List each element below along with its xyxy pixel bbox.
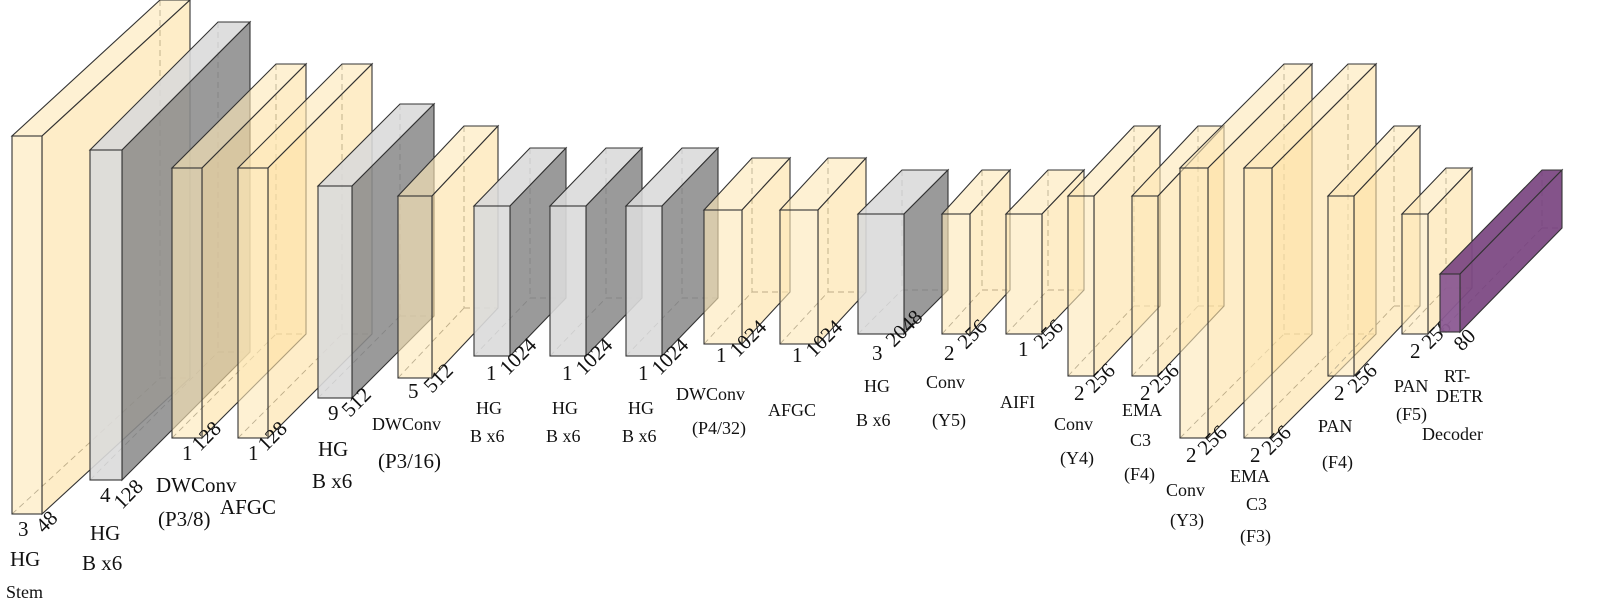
block-front-face (1131, 195, 1159, 377)
block-label: DWConv (156, 473, 237, 497)
block-front-face (237, 167, 269, 439)
block-label: C3 (1130, 430, 1151, 450)
block-channel-count: 1 (486, 361, 497, 385)
block-channel-count: 1 (716, 343, 727, 367)
block-label: AFGC (220, 495, 276, 519)
block-channel-count: 1 (248, 441, 259, 465)
block-label: Conv (1054, 414, 1093, 434)
block-label: HG (476, 398, 502, 418)
block-front-face (397, 195, 433, 379)
block-front-face (779, 209, 819, 345)
block-label: Decoder (1422, 424, 1483, 444)
block-channel-count: 9 (328, 401, 339, 425)
block-front-face (703, 209, 743, 345)
block-label: (P3/16) (378, 449, 441, 473)
block-front-face (1401, 213, 1429, 335)
block-label: (F3) (1240, 526, 1271, 547)
block-label: B x6 (856, 410, 891, 430)
block-label: HG (90, 521, 120, 545)
block-label: (P3/8) (158, 507, 211, 531)
block-channel-count: 2 (1334, 381, 1345, 405)
block-label: PAN (1318, 416, 1352, 436)
block-front-face (1327, 195, 1355, 377)
block-front-face (1179, 167, 1209, 439)
block-channel-count: 1 (638, 361, 649, 385)
block-label: HG (628, 398, 654, 418)
block-channel-count: 2 (1074, 381, 1085, 405)
block-label: DETR (1436, 386, 1483, 406)
block-label: (Y3) (1170, 510, 1204, 531)
block-front-face (89, 149, 123, 481)
block-label: PAN (1394, 376, 1428, 396)
block-label: B x6 (312, 469, 352, 493)
block-front-face (171, 167, 203, 439)
block-label: (P4/32) (692, 418, 746, 439)
block-channel-count: 2 (1140, 381, 1151, 405)
block-label: Conv (1166, 480, 1205, 500)
block-channel-count: 2 (1186, 443, 1197, 467)
block-label: (Y4) (1060, 448, 1094, 469)
block-label: (F4) (1124, 464, 1155, 485)
block-label: B x6 (546, 426, 581, 446)
block-label: HG (552, 398, 578, 418)
block-label: AFGC (768, 400, 816, 420)
block-label: C3 (1246, 494, 1267, 514)
block-label: B x6 (470, 426, 505, 446)
block-label: EMA (1122, 400, 1162, 420)
block-front-face (941, 213, 971, 335)
block-front-face (1243, 167, 1273, 439)
block-label: DWConv (676, 384, 745, 404)
block-channel-count: 1 (562, 361, 573, 385)
block-front-face (473, 205, 511, 357)
block-channel-count: 3 (18, 517, 29, 541)
block-label: (Y5) (932, 410, 966, 431)
block-label: EMA (1230, 466, 1270, 486)
block-label: B x6 (82, 551, 122, 575)
block-label: HG (864, 376, 890, 396)
block-channel-count: 3 (872, 341, 883, 365)
block-label: HG (318, 437, 348, 461)
block-front-face (625, 205, 663, 357)
block-front-face (549, 205, 587, 357)
block-front-face (1439, 273, 1461, 333)
block-label: HG (10, 547, 40, 571)
block-channel-count: 1 (1018, 337, 1029, 361)
block-channel-count: 1 (182, 441, 193, 465)
block-channel-count: 2 (1250, 443, 1261, 467)
block-front-face (317, 185, 353, 399)
block-label: Stem (6, 582, 43, 602)
block-front-face (1067, 195, 1095, 377)
block-front-face (1005, 213, 1043, 335)
block-label: B x6 (622, 426, 657, 446)
block-label: RT- (1444, 366, 1470, 386)
block-label: AIFI (1000, 392, 1035, 412)
block-channel-count: 5 (408, 379, 419, 403)
block-label: (F4) (1322, 452, 1353, 473)
block-front-face (11, 135, 43, 515)
block-channel-count: 2 (944, 341, 955, 365)
block-channel-count: 4 (100, 483, 111, 507)
block-front-face (857, 213, 905, 335)
block-channel-count: 2 (1410, 339, 1421, 363)
block-label: (F5) (1396, 404, 1427, 425)
block-channel-count: 1 (792, 343, 803, 367)
block-label: Conv (926, 372, 965, 392)
block-label: DWConv (372, 414, 441, 434)
